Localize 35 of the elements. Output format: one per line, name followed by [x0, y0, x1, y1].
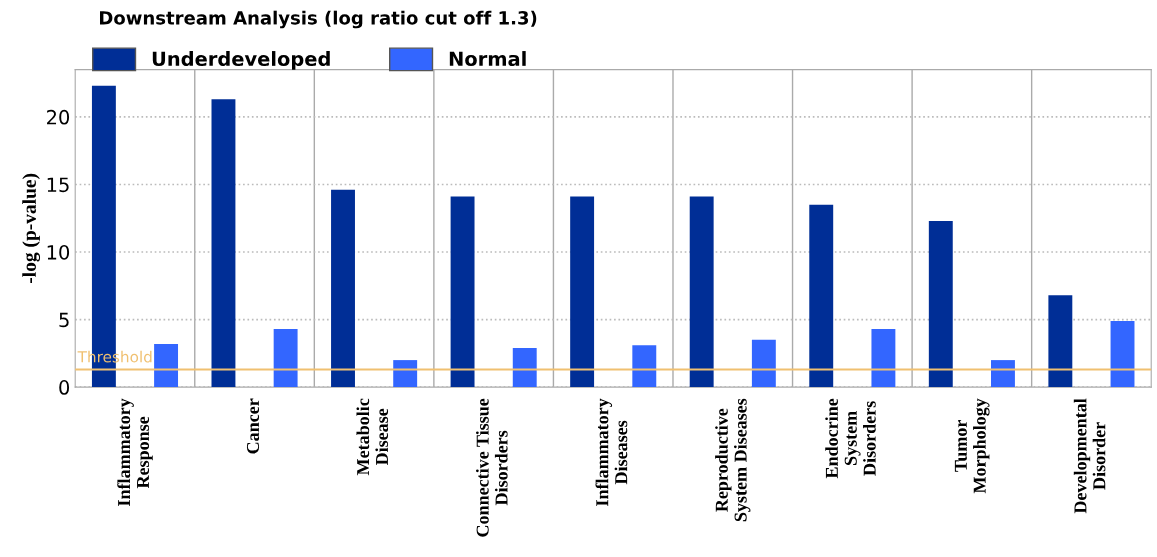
bar	[991, 360, 1015, 388]
legend-label: Normal	[449, 51, 526, 67]
bar	[871, 329, 896, 388]
bar	[211, 99, 236, 388]
bar	[809, 204, 834, 388]
x-tick-label: Endocrine System Disorders	[825, 398, 876, 479]
x-tick-label: Developmental Disorder	[1073, 398, 1106, 514]
bar	[632, 345, 657, 388]
y-tick-label: 10	[47, 244, 70, 260]
bar	[689, 196, 714, 388]
y-axis-title: -log (p-value)	[22, 173, 41, 284]
bar	[331, 189, 355, 388]
bar	[751, 339, 776, 388]
bar	[450, 196, 475, 388]
chart-title: Downstream Analysis (log ratio cut off 1.3)	[100, 10, 537, 29]
y-tick-label: 15	[47, 177, 69, 193]
x-tick-label: Tumor Morphology	[954, 398, 990, 494]
bar	[928, 220, 953, 388]
x-tick-label: Inflammatory Response	[117, 398, 153, 506]
bar	[154, 343, 179, 388]
legend-label: Underdeveloped	[152, 51, 330, 70]
y-tick-label: 5	[59, 312, 69, 328]
bar	[512, 347, 537, 388]
x-tick-label: Metabolic Disease	[356, 398, 389, 476]
x-tick-label: Connective Tissue Disorders	[476, 398, 508, 537]
y-tick-label: 20	[47, 109, 70, 125]
bar	[1110, 320, 1135, 388]
bar	[1048, 295, 1073, 388]
bar	[393, 360, 418, 388]
x-tick-label: Inflammatory Diseases	[595, 398, 628, 506]
y-tick-label: 0	[59, 380, 70, 395]
bar	[273, 329, 298, 388]
bar	[570, 196, 595, 388]
x-tick-label: Reproductive System Diseases	[715, 398, 751, 522]
x-tick-label: Cancer	[246, 398, 260, 454]
